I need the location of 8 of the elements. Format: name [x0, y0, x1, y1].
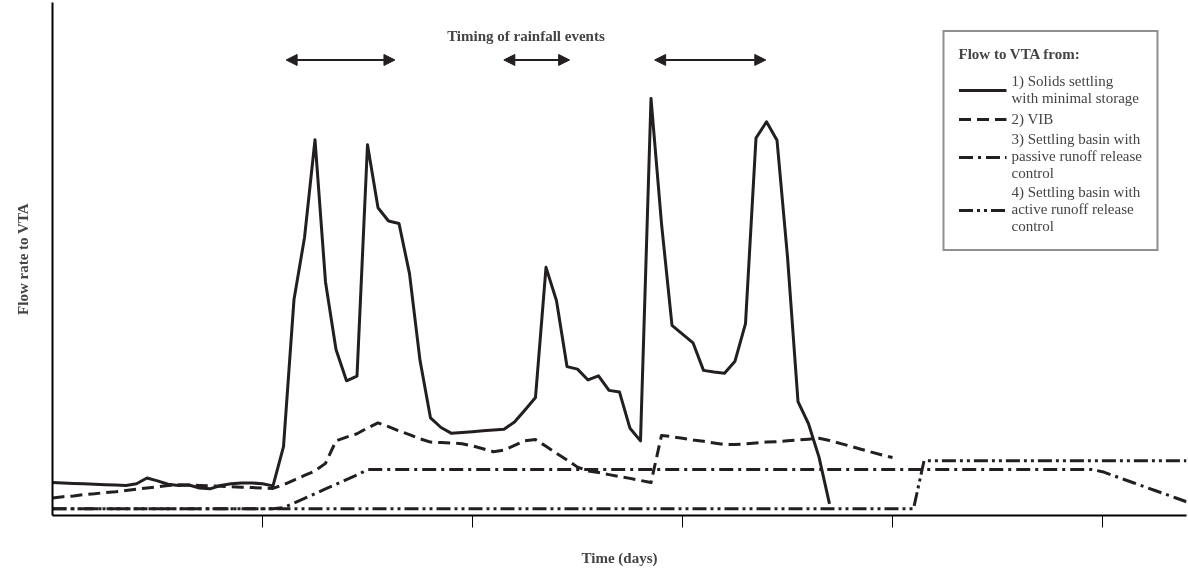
- y-axis-title: Flow rate to VTA: [14, 203, 31, 315]
- legend-label: 3) Settling basin with passive runoff release control: [1011, 131, 1142, 182]
- legend-title: Flow to VTA from:: [958, 46, 1081, 63]
- legend-label: 2) VIB: [1011, 110, 1054, 128]
- legend-label: 1) Solids settling with minimal storage: [1011, 73, 1139, 107]
- text: Timing of rainfall events: [447, 27, 605, 44]
- legend-label: 4) Settling basin with active runoff release control: [1011, 184, 1141, 235]
- x-axis-title: Time (days): [581, 549, 658, 567]
